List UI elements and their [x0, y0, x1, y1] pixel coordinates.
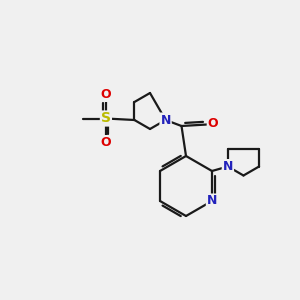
- Text: O: O: [208, 117, 218, 130]
- Text: O: O: [100, 136, 111, 149]
- Text: N: N: [160, 113, 171, 127]
- Text: O: O: [100, 88, 111, 101]
- Text: S: S: [101, 112, 111, 125]
- Text: N: N: [207, 194, 217, 208]
- Text: N: N: [223, 160, 233, 173]
